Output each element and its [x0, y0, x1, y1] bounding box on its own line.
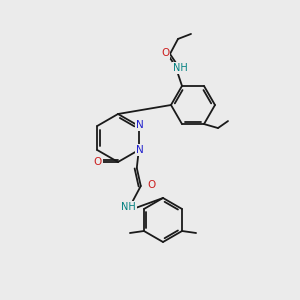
Text: O: O	[161, 48, 169, 58]
Text: N: N	[136, 120, 144, 130]
Text: O: O	[148, 180, 156, 190]
Text: NH: NH	[122, 202, 136, 212]
Text: N: N	[136, 145, 144, 155]
Text: O: O	[94, 157, 102, 167]
Text: NH: NH	[172, 63, 188, 73]
